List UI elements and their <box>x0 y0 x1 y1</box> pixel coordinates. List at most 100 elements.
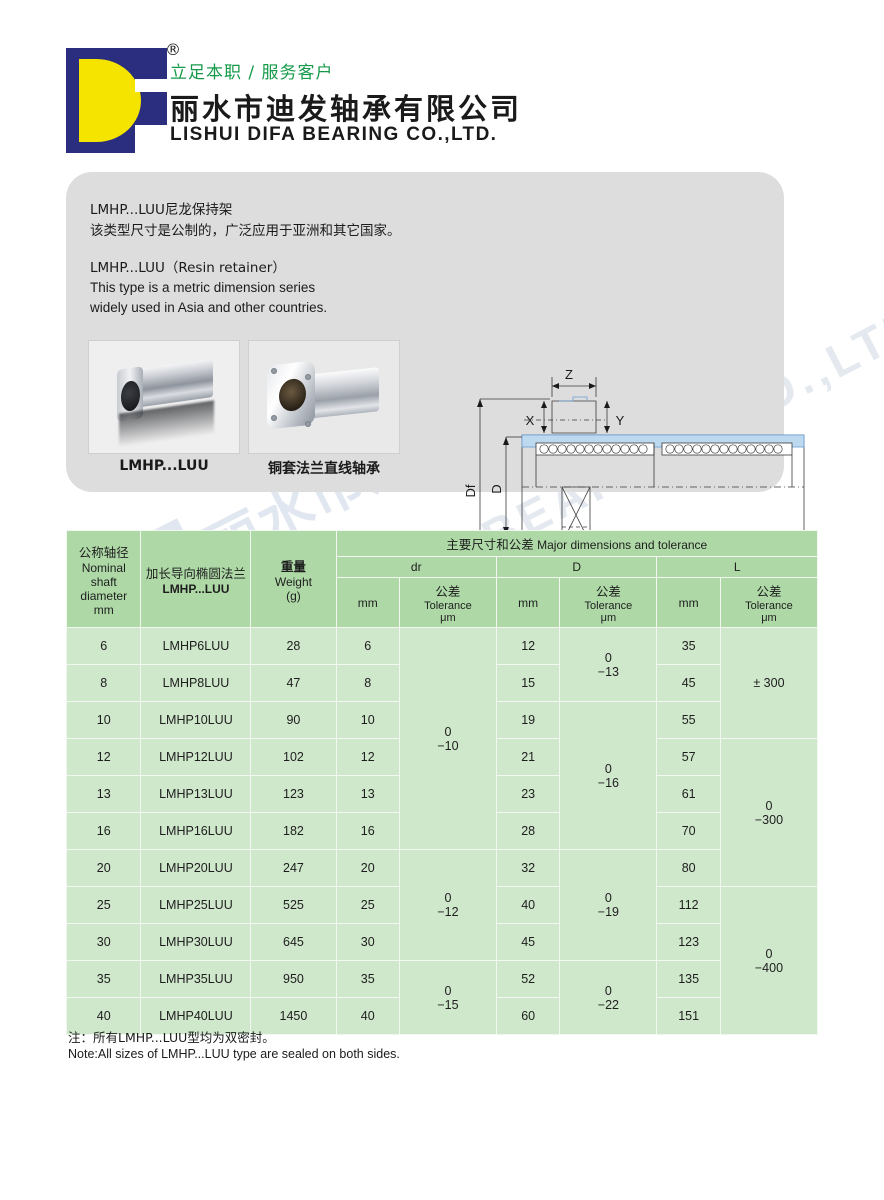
cell-model: LMHP8LUU <box>140 664 252 702</box>
cell-model: LMHP25LUU <box>140 886 252 924</box>
cell-D-mm: 15 <box>495 664 561 702</box>
drawing-label-d: D <box>489 484 504 493</box>
cell-nominal: 35 <box>65 960 142 998</box>
photo-caption-right: 铜套法兰直线轴承 <box>268 461 380 477</box>
company-logo-icon <box>66 48 167 153</box>
specification-table-body: 6 LMHP6LUU 28 6 0 −10 12 0 −13 35 ± 300 8 LMHP8LUU 47… <box>65 627 819 1035</box>
cell-nominal: 16 <box>65 812 142 850</box>
cell-L-tolerance: 0 −400 <box>719 886 819 1035</box>
cell-dr-tolerance: 0 −10 <box>398 627 497 850</box>
panel-cn-desc: 该类型尺寸是公制的，广泛应用于亚洲和其它国家。 <box>90 223 401 239</box>
photo-captions: LMHP...LUU 铜套法兰直线轴承 <box>88 458 408 478</box>
cell-D-mm: 32 <box>495 849 561 887</box>
cell-nominal: 12 <box>65 738 142 776</box>
cell-nominal: 6 <box>65 627 142 665</box>
table-header-row-3: mm 公差 Tolerance μm mm 公差 Tolerance μm mm <box>67 577 819 628</box>
cell-L-mm: 45 <box>656 664 721 702</box>
table-row: 30 LMHP30LUU 645 30 45 123 <box>65 923 818 961</box>
cell-weight: 47 <box>250 664 337 702</box>
cell-nominal: 40 <box>65 997 142 1035</box>
panel-en-title: LMHP...LUU（Resin retainer） <box>90 260 286 276</box>
th-dr-mm: mm <box>335 577 400 628</box>
page-header: ® 立足本职 / 服务客户 丽水市迪发轴承有限公司 LISHUI DIFA BE… <box>0 0 884 160</box>
th-model: 加长导向椭圆法兰 LMHP...LUU <box>140 530 252 628</box>
cell-D-mm: 45 <box>495 923 561 961</box>
company-name-cn: 丽水市迪发轴承有限公司 <box>170 92 523 126</box>
table-row: 10 LMHP10LUU 90 10 19 0 −16 55 <box>65 701 818 850</box>
cell-weight: 645 <box>250 923 337 961</box>
cell-dr-mm: 10 <box>335 701 400 739</box>
cell-L-tolerance: 0 −300 <box>719 738 819 887</box>
cell-weight: 950 <box>250 960 337 998</box>
table-row: 25 LMHP25LUU 525 25 40 112 0 −400 <box>65 886 819 1035</box>
cell-D-mm: 21 <box>495 738 561 776</box>
cell-model: LMHP20LUU <box>140 849 252 887</box>
table-row: 40 LMHP40LUU 1450 40 60 151 <box>65 997 818 1035</box>
cell-nominal: 13 <box>65 775 142 813</box>
table-row: 6 LMHP6LUU 28 6 0 −10 12 0 −13 35 ± 300 <box>65 627 819 850</box>
note-line-en: Note:All sizes of LMHP...LUU type are se… <box>68 1047 400 1061</box>
cell-weight: 1450 <box>250 997 337 1035</box>
cell-nominal: 8 <box>65 664 142 702</box>
cell-model: LMHP12LUU <box>140 738 252 776</box>
cell-nominal: 25 <box>65 886 142 924</box>
cell-L-mm: 70 <box>656 812 721 850</box>
cell-model: LMHP10LUU <box>140 701 252 739</box>
photo-caption-left: LMHP...LUU <box>119 458 209 474</box>
cell-dr-tolerance: 0 −15 <box>398 960 497 1035</box>
cell-weight: 525 <box>250 886 337 924</box>
th-L-mm: mm <box>656 577 721 628</box>
drawing-label-y: Y <box>616 413 625 428</box>
cell-dr-mm: 8 <box>335 664 400 702</box>
specification-table-wrap: 公称轴径 Nominal shaft diameter mm 加长导向椭圆法兰 … <box>65 530 819 1035</box>
cell-D-mm: 40 <box>495 886 561 924</box>
cell-D-mm: 19 <box>495 701 561 739</box>
table-row: 16 LMHP16LUU 182 16 28 70 <box>65 812 818 850</box>
product-photos <box>88 340 400 454</box>
cell-nominal: 30 <box>65 923 142 961</box>
cell-dr-mm: 25 <box>335 886 400 924</box>
cell-L-mm: 123 <box>656 923 721 961</box>
th-group-dr: dr <box>335 556 497 578</box>
cell-L-mm: 57 <box>656 738 721 776</box>
cell-dr-mm: 13 <box>335 775 400 813</box>
note-line-cn: 注：所有LMHP...LUU型均为双密封。 <box>68 1030 275 1045</box>
cell-D-tolerance: 0 −13 <box>559 627 658 702</box>
cell-dr-mm: 40 <box>335 997 400 1035</box>
cell-dr-mm: 35 <box>335 960 400 998</box>
panel-en-desc-2: widely used in Asia and other countries. <box>90 300 328 315</box>
cell-dr-tolerance: 0 −12 <box>398 849 497 961</box>
panel-cn-title: LMHP...LUU尼龙保持架 <box>90 202 233 218</box>
cell-weight: 247 <box>250 849 337 887</box>
th-nominal-shaft-diameter: 公称轴径 Nominal shaft diameter mm <box>65 530 142 628</box>
th-group-L: L <box>656 556 818 578</box>
cell-L-mm: 35 <box>656 627 721 665</box>
cell-weight: 28 <box>250 627 337 665</box>
cell-L-mm: 61 <box>656 775 721 813</box>
table-row: 13 LMHP13LUU 123 13 23 61 <box>65 775 818 813</box>
cell-D-tolerance: 0 −16 <box>559 701 658 850</box>
th-D-mm: mm <box>495 577 561 628</box>
panel-en-desc-1: This type is a metric dimension series <box>90 280 316 295</box>
cell-model: LMHP6LUU <box>140 627 252 665</box>
cell-nominal: 20 <box>65 849 142 887</box>
cell-weight: 90 <box>250 701 337 739</box>
table-row: 8 LMHP8LUU 47 8 15 45 <box>65 664 818 702</box>
th-D-tolerance: 公差 Tolerance μm <box>559 577 658 628</box>
th-major-dimensions-group: 主要尺寸和公差 Major dimensions and tolerance <box>335 530 818 557</box>
cell-dr-mm: 16 <box>335 812 400 850</box>
th-weight: 重量 Weight (g) <box>250 530 337 628</box>
cell-L-mm: 112 <box>656 886 721 924</box>
table-row: 20 LMHP20LUU 247 20 0 −12 32 0 −19 80 <box>65 849 818 961</box>
cell-D-mm: 28 <box>495 812 561 850</box>
product-photo-lmhp-luu <box>88 340 240 454</box>
registered-trademark-icon: ® <box>165 40 181 59</box>
cell-L-mm: 151 <box>656 997 721 1035</box>
cell-dr-mm: 12 <box>335 738 400 776</box>
product-info-panel: LMHP...LUU尼龙保持架 该类型尺寸是公制的，广泛应用于亚洲和其它国家。 … <box>66 172 805 633</box>
specification-table: 公称轴径 Nominal shaft diameter mm 加长导向椭圆法兰 … <box>65 530 819 1035</box>
cell-model: LMHP13LUU <box>140 775 252 813</box>
product-photo-flanged-bearing <box>248 340 400 454</box>
th-group-D: D <box>495 556 658 578</box>
